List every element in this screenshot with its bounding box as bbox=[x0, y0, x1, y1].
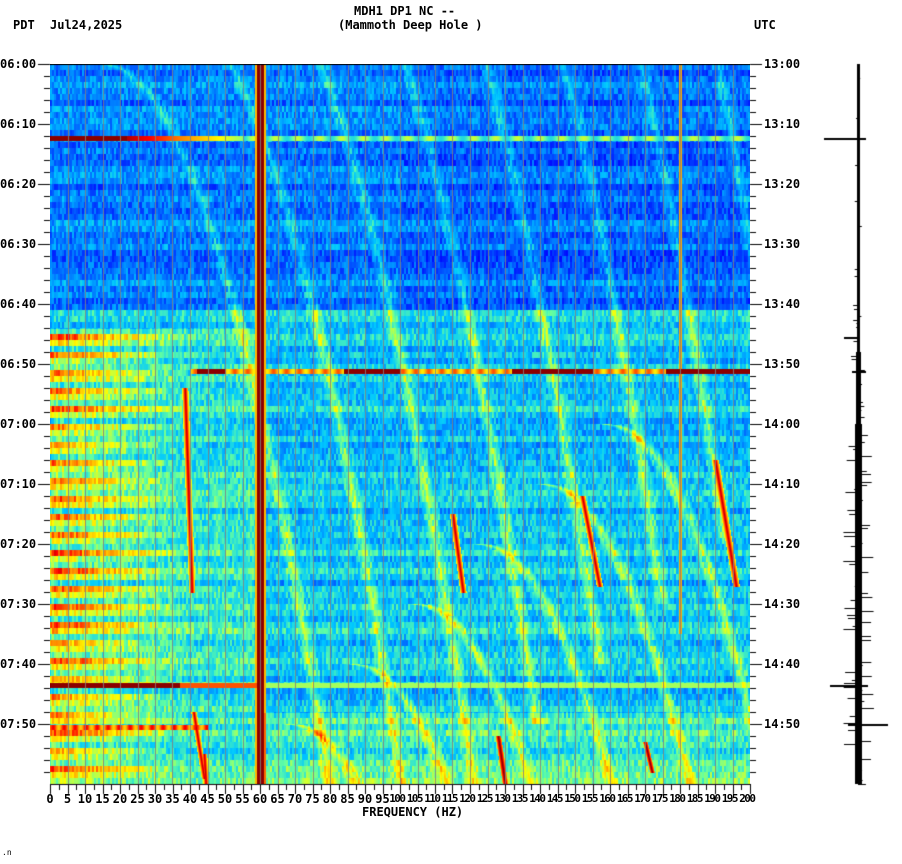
y-tick-label-right: 13:30 bbox=[764, 237, 801, 251]
y-tick-label-left: 07:00 bbox=[0, 417, 37, 431]
x-tick-label: 60 bbox=[252, 792, 268, 806]
x-tick-label: 115 bbox=[441, 792, 459, 805]
x-tick-label: 110 bbox=[424, 792, 441, 805]
y-tick-label-left: 07:10 bbox=[0, 477, 37, 491]
y-tick-label-right: 14:10 bbox=[764, 477, 801, 491]
x-tick-label: 155 bbox=[581, 792, 599, 805]
y-tick-label-right: 13:10 bbox=[764, 117, 801, 131]
y-tick-label-right: 13:00 bbox=[764, 57, 801, 71]
y-tick-label-left: 07:50 bbox=[0, 717, 37, 731]
y-tick-label-right: 14:40 bbox=[764, 657, 801, 671]
y-tick-label-left: 06:10 bbox=[0, 117, 37, 131]
x-tick-label: 0 bbox=[46, 792, 54, 806]
right-timezone-label: UTC bbox=[754, 18, 776, 32]
station-name: (Mammoth Deep Hole ) bbox=[338, 18, 483, 32]
x-tick-label: 45 bbox=[200, 792, 215, 806]
x-tick-label: 15 bbox=[95, 792, 110, 806]
x-tick-label: 125 bbox=[476, 792, 494, 805]
y-tick-label-left: 06:30 bbox=[0, 237, 37, 251]
x-tick-label: 200 bbox=[739, 792, 756, 805]
x-tick-label: 100 bbox=[389, 792, 406, 805]
x-tick-label: 195 bbox=[721, 792, 739, 805]
x-tick-label: 150 bbox=[564, 792, 581, 805]
x-tick-label: 40 bbox=[182, 792, 198, 806]
y-tick-label-right: 14:00 bbox=[764, 417, 801, 431]
x-tick-label: 65 bbox=[270, 792, 285, 806]
x-tick-label: 35 bbox=[165, 792, 180, 806]
x-tick-label: 130 bbox=[494, 792, 511, 805]
y-tick-label-left: 06:00 bbox=[0, 57, 37, 71]
x-tick-label: 55 bbox=[235, 792, 250, 806]
x-tick-label: 160 bbox=[599, 792, 616, 805]
x-tick-label: 135 bbox=[511, 792, 529, 805]
x-tick-label: 75 bbox=[305, 792, 320, 806]
y-tick-label-left: 06:50 bbox=[0, 357, 37, 371]
left-timezone-label: PDT bbox=[13, 18, 35, 32]
x-tick-label: 90 bbox=[357, 792, 373, 806]
spectrogram-plot bbox=[50, 64, 750, 784]
date-label: Jul24,2025 bbox=[50, 18, 123, 32]
x-tick-label: 170 bbox=[634, 792, 651, 805]
x-tick-label: 80 bbox=[322, 792, 338, 806]
x-tick-label: 25 bbox=[130, 792, 145, 806]
y-tick-label-left: 06:40 bbox=[0, 297, 37, 311]
y-tick-label-left: 06:20 bbox=[0, 177, 37, 191]
y-tick-label-left: 07:20 bbox=[0, 537, 37, 551]
x-tick-label: 5 bbox=[63, 792, 72, 806]
x-tick-label: 180 bbox=[669, 792, 686, 805]
x-tick-label: 175 bbox=[651, 792, 669, 805]
y-tick-label-right: 13:50 bbox=[764, 357, 801, 371]
x-tick-label: 105 bbox=[406, 792, 424, 805]
y-tick-label-right: 14:50 bbox=[764, 717, 801, 731]
y-tick-label-right: 13:40 bbox=[764, 297, 801, 311]
x-tick-label: 50 bbox=[217, 792, 233, 806]
y-tick-label-left: 07:40 bbox=[0, 657, 37, 671]
x-tick-label: 190 bbox=[704, 792, 721, 805]
spectrogram-heatmap bbox=[50, 64, 750, 784]
x-tick-label: 120 bbox=[459, 792, 476, 805]
x-tick-label: 20 bbox=[112, 792, 128, 806]
y-tick-label-right: 14:30 bbox=[764, 597, 801, 611]
x-tick-label: 185 bbox=[686, 792, 704, 805]
x-tick-label: 145 bbox=[546, 792, 564, 805]
footnote-mark: .n bbox=[2, 848, 12, 857]
y-tick-label-left: 07:30 bbox=[0, 597, 37, 611]
seismogram-trace bbox=[810, 62, 902, 786]
x-tick-label: 165 bbox=[616, 792, 634, 805]
x-axis-title: FREQUENCY (HZ) bbox=[362, 805, 464, 819]
y-tick-label-right: 13:20 bbox=[764, 177, 801, 191]
x-tick-label: 10 bbox=[77, 792, 93, 806]
x-tick-label: 70 bbox=[287, 792, 303, 806]
x-tick-label: 95 bbox=[375, 792, 390, 806]
x-tick-label: 140 bbox=[529, 792, 546, 805]
x-tick-label: 85 bbox=[340, 792, 355, 806]
chart-title: MDH1 DP1 NC -- bbox=[354, 4, 456, 18]
x-tick-label: 30 bbox=[147, 792, 163, 806]
y-tick-label-right: 14:20 bbox=[764, 537, 801, 551]
